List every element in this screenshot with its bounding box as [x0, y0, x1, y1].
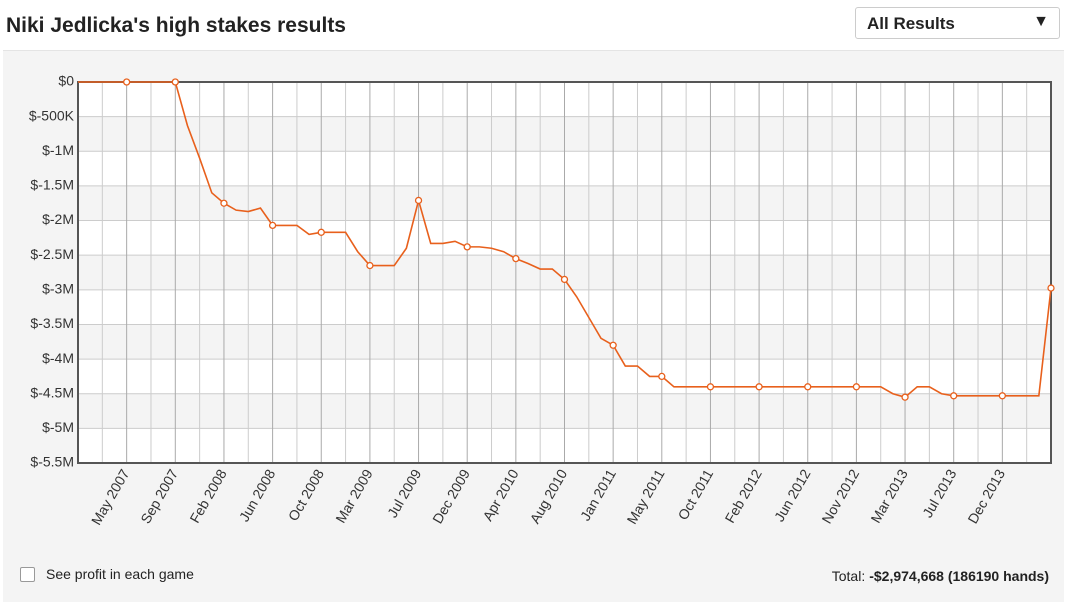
data-point	[1047, 284, 1055, 292]
x-tick-label: Mar 2009	[332, 466, 376, 525]
x-tick-label: May 2007	[88, 466, 133, 527]
data-point	[852, 383, 861, 391]
y-tick-label: $-500K	[29, 107, 75, 123]
data-point	[220, 199, 228, 207]
x-tick-label: Oct 2008	[285, 466, 327, 523]
total: Total: -$2,974,668 (186190 hands)	[832, 568, 1049, 584]
x-tick-label: Nov 2012	[818, 466, 862, 526]
chart-title: Niki Jedlicka's high stakes results	[6, 14, 346, 37]
y-tick-label: $0	[58, 73, 74, 89]
data-point	[706, 383, 715, 391]
x-tick-label: Feb 2008	[186, 466, 230, 525]
results-dropdown[interactable]: All Results ▼	[855, 7, 1060, 39]
y-tick-label: $-3M	[42, 281, 74, 297]
data-point	[414, 196, 423, 205]
y-tick-label: $-1.5M	[30, 177, 74, 193]
data-point	[609, 341, 617, 349]
y-tick-label: $-3.5M	[30, 315, 74, 331]
data-point	[804, 383, 812, 391]
x-tick-label: Mar 2013	[867, 466, 911, 525]
x-tick-label: Dec 2013	[964, 466, 1008, 526]
x-tick-label: Jun 2012	[771, 466, 814, 524]
y-tick-label: $-2.5M	[30, 246, 74, 262]
x-tick-label: Jul 2013	[919, 466, 959, 520]
data-point	[950, 392, 958, 400]
chart: $0 $-500K $-1M $-1.5M $-2M $-2.5M $-3M $-3.5M $-…	[29, 73, 1055, 528]
y-tick-label: $-4M	[42, 350, 74, 366]
data-point	[123, 78, 131, 86]
y-tick-label: $-2M	[42, 211, 74, 227]
y-tick-label: $-5M	[42, 419, 74, 435]
data-point	[317, 228, 325, 236]
data-point	[560, 275, 569, 284]
x-tick-label: Jun 2008	[236, 466, 279, 524]
y-tick-label: $-4.5M	[30, 384, 74, 400]
plot-border	[77, 81, 1052, 464]
x-tick-label: Dec 2009	[429, 466, 473, 526]
data-point	[512, 254, 520, 263]
data-point	[998, 392, 1006, 400]
x-tick-label: Feb 2012	[721, 466, 765, 525]
y-tick-label: $-1M	[42, 142, 74, 158]
x-tick-label: Apr 2010	[479, 466, 521, 523]
data-point	[268, 221, 277, 230]
data-point	[463, 243, 471, 251]
data-point	[366, 261, 374, 270]
x-tick-label: Sep 2007	[137, 466, 181, 526]
total-value: -$2,974,668 (186190 hands)	[869, 568, 1049, 584]
x-tick-label: Jan 2011	[577, 466, 619, 523]
data-point	[171, 78, 179, 86]
x-tick-label: Jul 2009	[384, 466, 424, 520]
data-point	[901, 393, 909, 401]
data-point	[658, 372, 666, 381]
x-tick-label: Aug 2010	[526, 466, 570, 526]
x-tick-label: Oct 2011	[675, 466, 717, 522]
dropdown-label: All Results	[867, 14, 955, 33]
data-point	[755, 383, 763, 391]
y-tick-label: $-5.5M	[30, 454, 74, 470]
checkbox-label: See profit in each game	[46, 566, 194, 582]
profit-toggle[interactable]: See profit in each game	[20, 566, 194, 582]
x-tick-label: May 2011	[624, 466, 668, 527]
dropdown-arrow: ▼	[1033, 13, 1049, 30]
total-label: Total:	[831, 568, 866, 584]
checkbox[interactable]	[20, 566, 35, 582]
